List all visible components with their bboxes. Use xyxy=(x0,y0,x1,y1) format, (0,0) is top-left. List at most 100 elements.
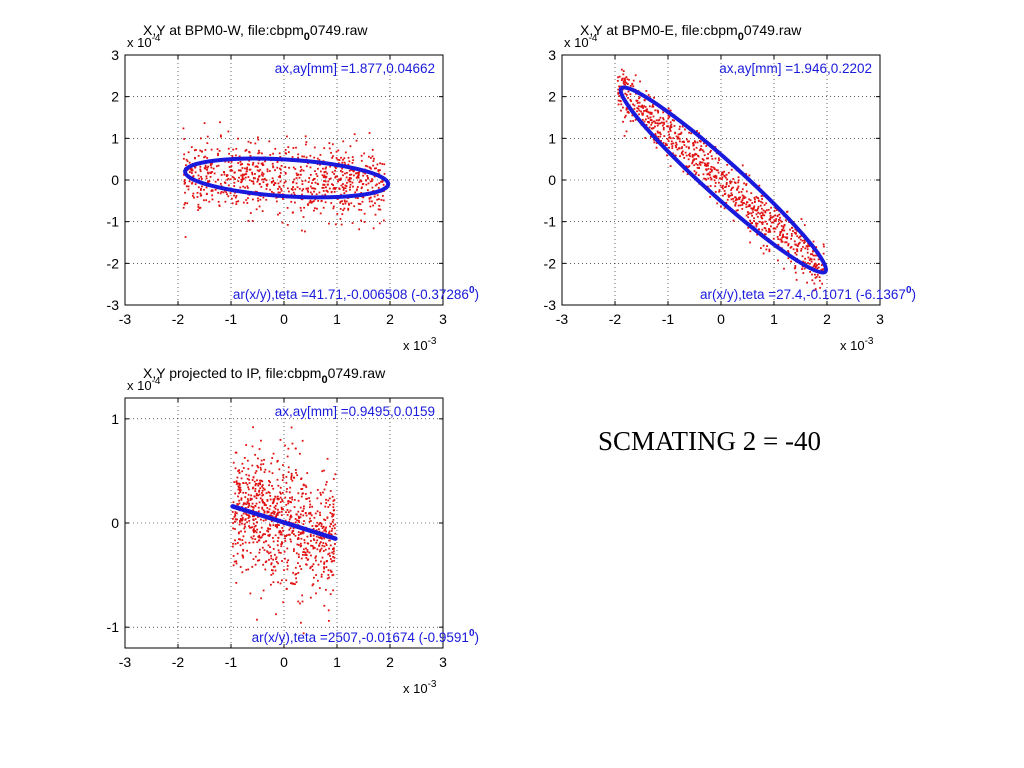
scatter-point xyxy=(753,206,755,209)
scatter-point xyxy=(294,566,297,569)
scatter-point xyxy=(308,520,311,523)
scatter-point xyxy=(300,531,303,534)
scatter-point xyxy=(339,207,342,210)
scatter-point xyxy=(769,216,772,219)
scatter-point xyxy=(280,543,283,546)
scatter-point xyxy=(773,210,776,212)
scatter-point xyxy=(285,490,288,493)
scatter-point xyxy=(620,103,623,106)
scatter-point xyxy=(191,181,194,184)
scatter-point xyxy=(651,105,654,108)
scatter-point xyxy=(793,231,796,234)
scatter-point xyxy=(258,501,261,504)
scatter-point xyxy=(266,499,269,501)
scatter-point xyxy=(259,479,262,482)
scatter-point xyxy=(644,118,647,121)
scatter-point xyxy=(236,476,239,479)
scatter-point xyxy=(219,192,222,195)
scatter-point xyxy=(272,452,275,455)
scatter-point xyxy=(721,171,724,174)
scatter-point xyxy=(240,514,243,517)
scatter-point xyxy=(274,525,277,528)
scatter-point xyxy=(292,527,295,530)
scatter-point xyxy=(254,484,257,487)
scatter-point xyxy=(623,134,626,137)
scatter-point xyxy=(199,165,202,168)
scatter-point xyxy=(267,511,270,513)
scatter-point xyxy=(774,220,777,222)
scatter-point xyxy=(287,190,290,193)
scatter-point xyxy=(812,265,815,268)
scatter-point xyxy=(237,470,240,472)
scatter-point xyxy=(293,548,295,551)
scatter-point xyxy=(812,289,815,292)
scatter-point xyxy=(286,509,289,511)
scatter-point xyxy=(265,183,268,186)
y-tick-label: 2 xyxy=(548,89,556,105)
scatter-point xyxy=(256,559,259,562)
scatter-point xyxy=(622,80,625,83)
scatter-point xyxy=(284,557,286,560)
scatter-point xyxy=(772,221,775,224)
scatter-point xyxy=(273,499,275,502)
y-tick-label: 3 xyxy=(548,47,556,63)
scatter-point xyxy=(696,141,699,144)
scatter-point xyxy=(361,200,364,203)
scatter-point xyxy=(237,488,240,491)
scatter-point xyxy=(626,83,629,85)
scatter-point xyxy=(730,192,733,195)
scatter-point xyxy=(244,525,246,528)
scatter-point xyxy=(672,137,675,140)
scatter-point xyxy=(644,109,647,112)
scatter-point xyxy=(288,518,291,521)
scatter-point xyxy=(303,230,306,233)
scatter-point xyxy=(352,170,355,173)
scatter-point xyxy=(323,488,326,491)
scatter-point xyxy=(215,165,218,168)
scatter-point xyxy=(243,523,246,526)
scatter-point xyxy=(301,155,304,158)
scatter-point xyxy=(675,146,678,149)
scatter-point xyxy=(632,85,635,88)
scatter-point xyxy=(305,165,308,168)
scatter-point xyxy=(209,164,212,167)
scatter-point xyxy=(323,529,326,532)
scatter-point xyxy=(280,189,283,192)
scatter-point xyxy=(369,180,372,183)
scatter-point xyxy=(761,198,763,200)
scatter-point xyxy=(764,211,767,214)
scatter-point xyxy=(711,157,714,160)
scatter-point xyxy=(209,175,212,178)
scatter-point xyxy=(696,130,698,132)
scatter-point xyxy=(717,161,720,164)
scatter-point xyxy=(317,536,320,539)
scatter-point xyxy=(307,181,310,183)
scatter-point xyxy=(322,206,325,209)
scatter-point xyxy=(194,165,197,168)
scatter-point xyxy=(720,173,723,176)
scatter-point xyxy=(252,518,255,521)
scatter-point xyxy=(233,185,236,187)
x-tick-label: -1 xyxy=(225,311,238,327)
scatter-point xyxy=(290,478,293,480)
annotation-top: ax,ay[mm] =1.946,0.2202 xyxy=(719,61,872,76)
scatter-point xyxy=(324,201,327,204)
scatter-point xyxy=(284,496,287,499)
scatter-point xyxy=(756,197,759,199)
scatter-point xyxy=(706,163,709,166)
scatter-point xyxy=(371,180,373,182)
scatter-point xyxy=(245,199,248,201)
scatter-point xyxy=(698,149,701,152)
scatter-point xyxy=(350,202,353,205)
scatter-point xyxy=(359,203,362,205)
scatter-point xyxy=(314,170,316,173)
scatter-point xyxy=(280,510,283,513)
scatter-point xyxy=(324,548,327,551)
scatter-point xyxy=(289,509,292,512)
scatter-point xyxy=(346,171,348,174)
scatter-point xyxy=(241,163,244,165)
scatter-point xyxy=(707,172,710,175)
scatter-point xyxy=(270,563,273,566)
scatter-point xyxy=(261,494,264,497)
scatter-point xyxy=(760,216,763,219)
